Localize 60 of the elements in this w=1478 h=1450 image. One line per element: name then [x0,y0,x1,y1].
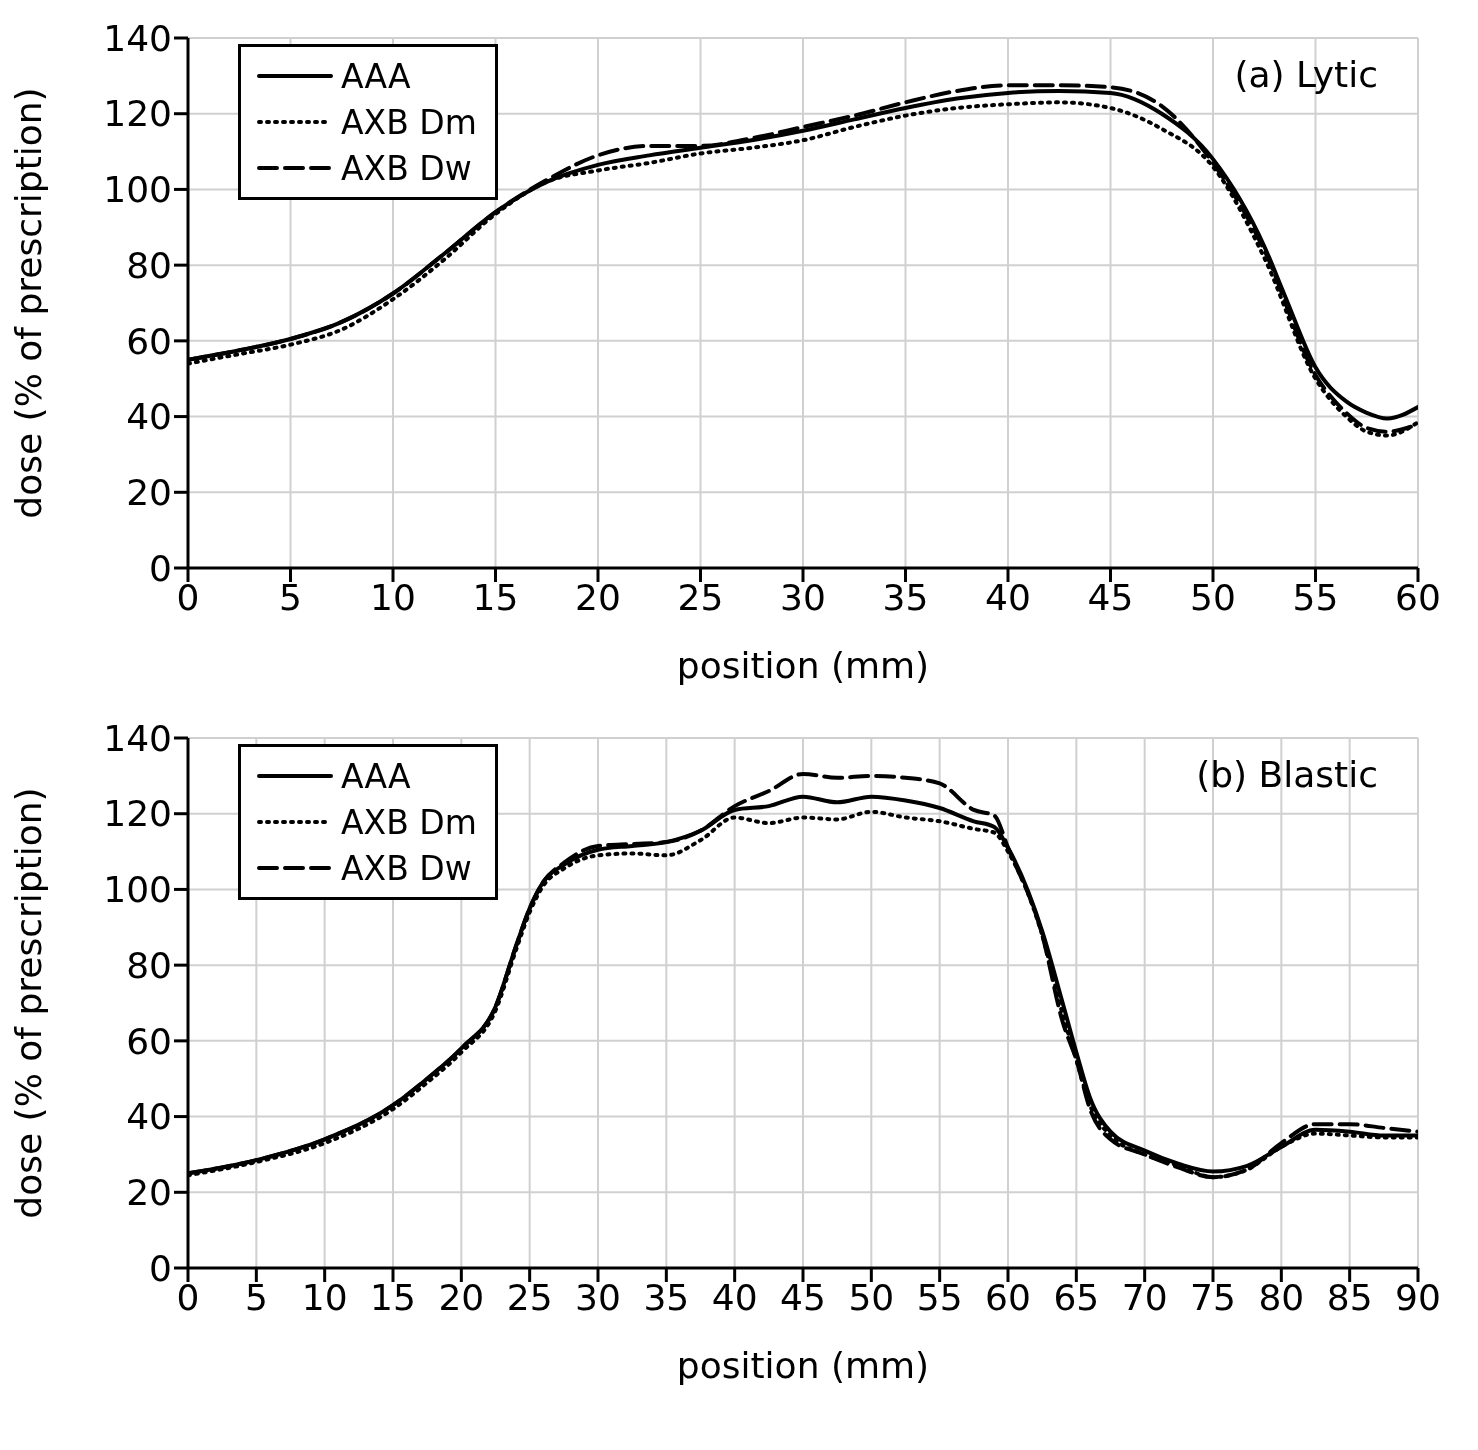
x-tick-label: 30 [575,1276,621,1318]
x-tick-label: 40 [711,1276,758,1318]
x-tick-label: 50 [848,1276,895,1318]
x-tick-label: 35 [882,576,929,618]
y-tick-label: 60 [126,1020,172,1062]
y-tick-label: 140 [103,717,172,759]
x-tick-label: 45 [1087,576,1134,618]
y-tick-label: 120 [103,793,172,835]
x-tick-label: 65 [1053,1276,1100,1318]
annotation: (a) Lytic [1234,54,1378,95]
x-tick-label: 15 [472,576,519,618]
x-tick-label: 5 [279,576,302,618]
y-tick-label: 120 [103,93,172,135]
x-tick-label: 75 [1190,1276,1236,1318]
x-tick-label: 5 [244,1276,268,1318]
x-tick-label: 10 [301,1276,348,1318]
legend-label: AXB Dw [341,848,472,888]
x-tick-label: 40 [985,576,1031,618]
x-axis-title: position (mm) [676,1345,930,1386]
y-axis-title: dose (% of prescription) [7,87,49,519]
y-tick-label: 0 [149,1247,172,1289]
x-tick-label: 70 [1121,1276,1168,1318]
annotation: (b) Blastic [1196,754,1378,795]
x-tick-label: 35 [643,1276,690,1318]
y-tick-label: 100 [103,169,172,211]
y-tick-label: 0 [149,547,172,589]
x-tick-label: 25 [677,576,724,618]
y-tick-label: 80 [126,944,172,986]
y-tick-label: 40 [126,1096,172,1138]
x-tick-label: 20 [575,576,621,618]
x-tick-label: 50 [1190,576,1236,618]
y-tick-label: 80 [126,244,172,286]
x-tick-label: 90 [1395,1276,1441,1318]
y-tick-label: 20 [126,472,172,514]
x-tick-label: 10 [370,576,416,618]
y-tick-label: 40 [126,396,172,438]
y-tick-label: 100 [103,869,172,911]
legend-label: AAA [341,56,411,96]
x-tick-label: 60 [985,1276,1031,1318]
x-tick-label: 0 [176,1276,200,1318]
legend-label: AXB Dm [341,802,477,842]
x-tick-label: 55 [916,1276,963,1318]
y-tick-label: 20 [126,1172,172,1214]
x-axis-title: position (mm) [676,645,930,686]
x-tick-label: 55 [1292,576,1339,618]
x-tick-label: 45 [780,1276,826,1318]
y-tick-label: 60 [126,320,172,362]
x-tick-label: 15 [370,1276,416,1318]
legend-label: AAA [341,756,411,796]
x-tick-label: 30 [780,576,826,618]
legend-label: AXB Dw [341,148,472,188]
x-tick-label: 0 [176,576,200,618]
x-tick-label: 60 [1395,576,1441,618]
x-tick-label: 20 [438,1276,485,1318]
x-tick-label: 25 [506,1276,553,1318]
y-tick-label: 140 [103,17,172,59]
x-tick-label: 80 [1258,1276,1305,1318]
legend-label: AXB Dm [341,102,477,142]
y-axis-title: dose (% of prescription) [7,787,49,1219]
x-tick-label: 85 [1326,1276,1373,1318]
